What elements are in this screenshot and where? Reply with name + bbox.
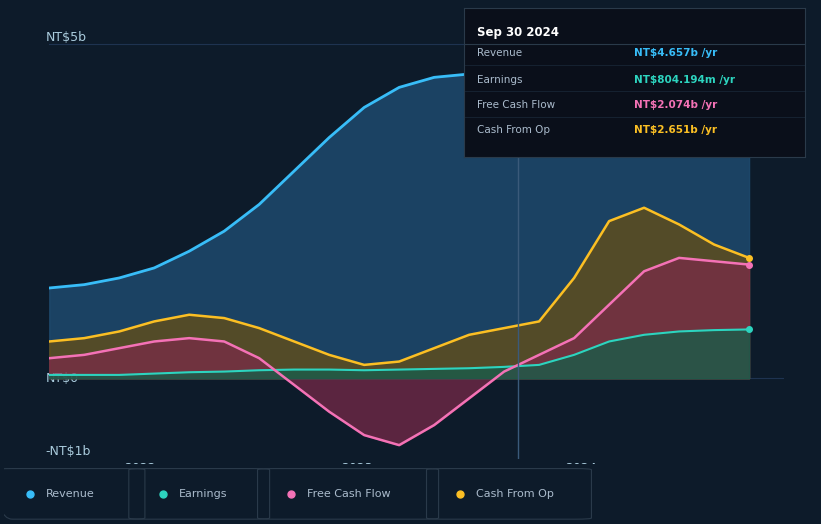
Text: Earnings: Earnings [179,489,227,499]
Text: Free Cash Flow: Free Cash Flow [478,100,556,110]
Text: Revenue: Revenue [478,48,523,58]
Text: NT$0: NT$0 [46,372,79,385]
Text: Cash From Op: Cash From Op [478,125,551,135]
Text: Sep 30 2024: Sep 30 2024 [478,26,559,39]
Text: NT$2.651b /yr: NT$2.651b /yr [635,125,718,135]
Text: NT$4.657b /yr: NT$4.657b /yr [635,48,718,58]
Text: 2023: 2023 [342,462,373,475]
Text: NT$5b: NT$5b [46,31,86,44]
Text: -NT$1b: -NT$1b [46,445,91,458]
Text: Revenue: Revenue [46,489,94,499]
Text: Cash From Op: Cash From Op [476,489,554,499]
Text: 2024: 2024 [566,462,597,475]
Text: Earnings: Earnings [478,74,523,84]
Text: 2022: 2022 [125,462,156,475]
Text: Past: Past [488,30,511,40]
Text: NT$2.074b /yr: NT$2.074b /yr [635,100,718,110]
Text: Free Cash Flow: Free Cash Flow [307,489,391,499]
Text: NT$804.194m /yr: NT$804.194m /yr [635,74,736,84]
